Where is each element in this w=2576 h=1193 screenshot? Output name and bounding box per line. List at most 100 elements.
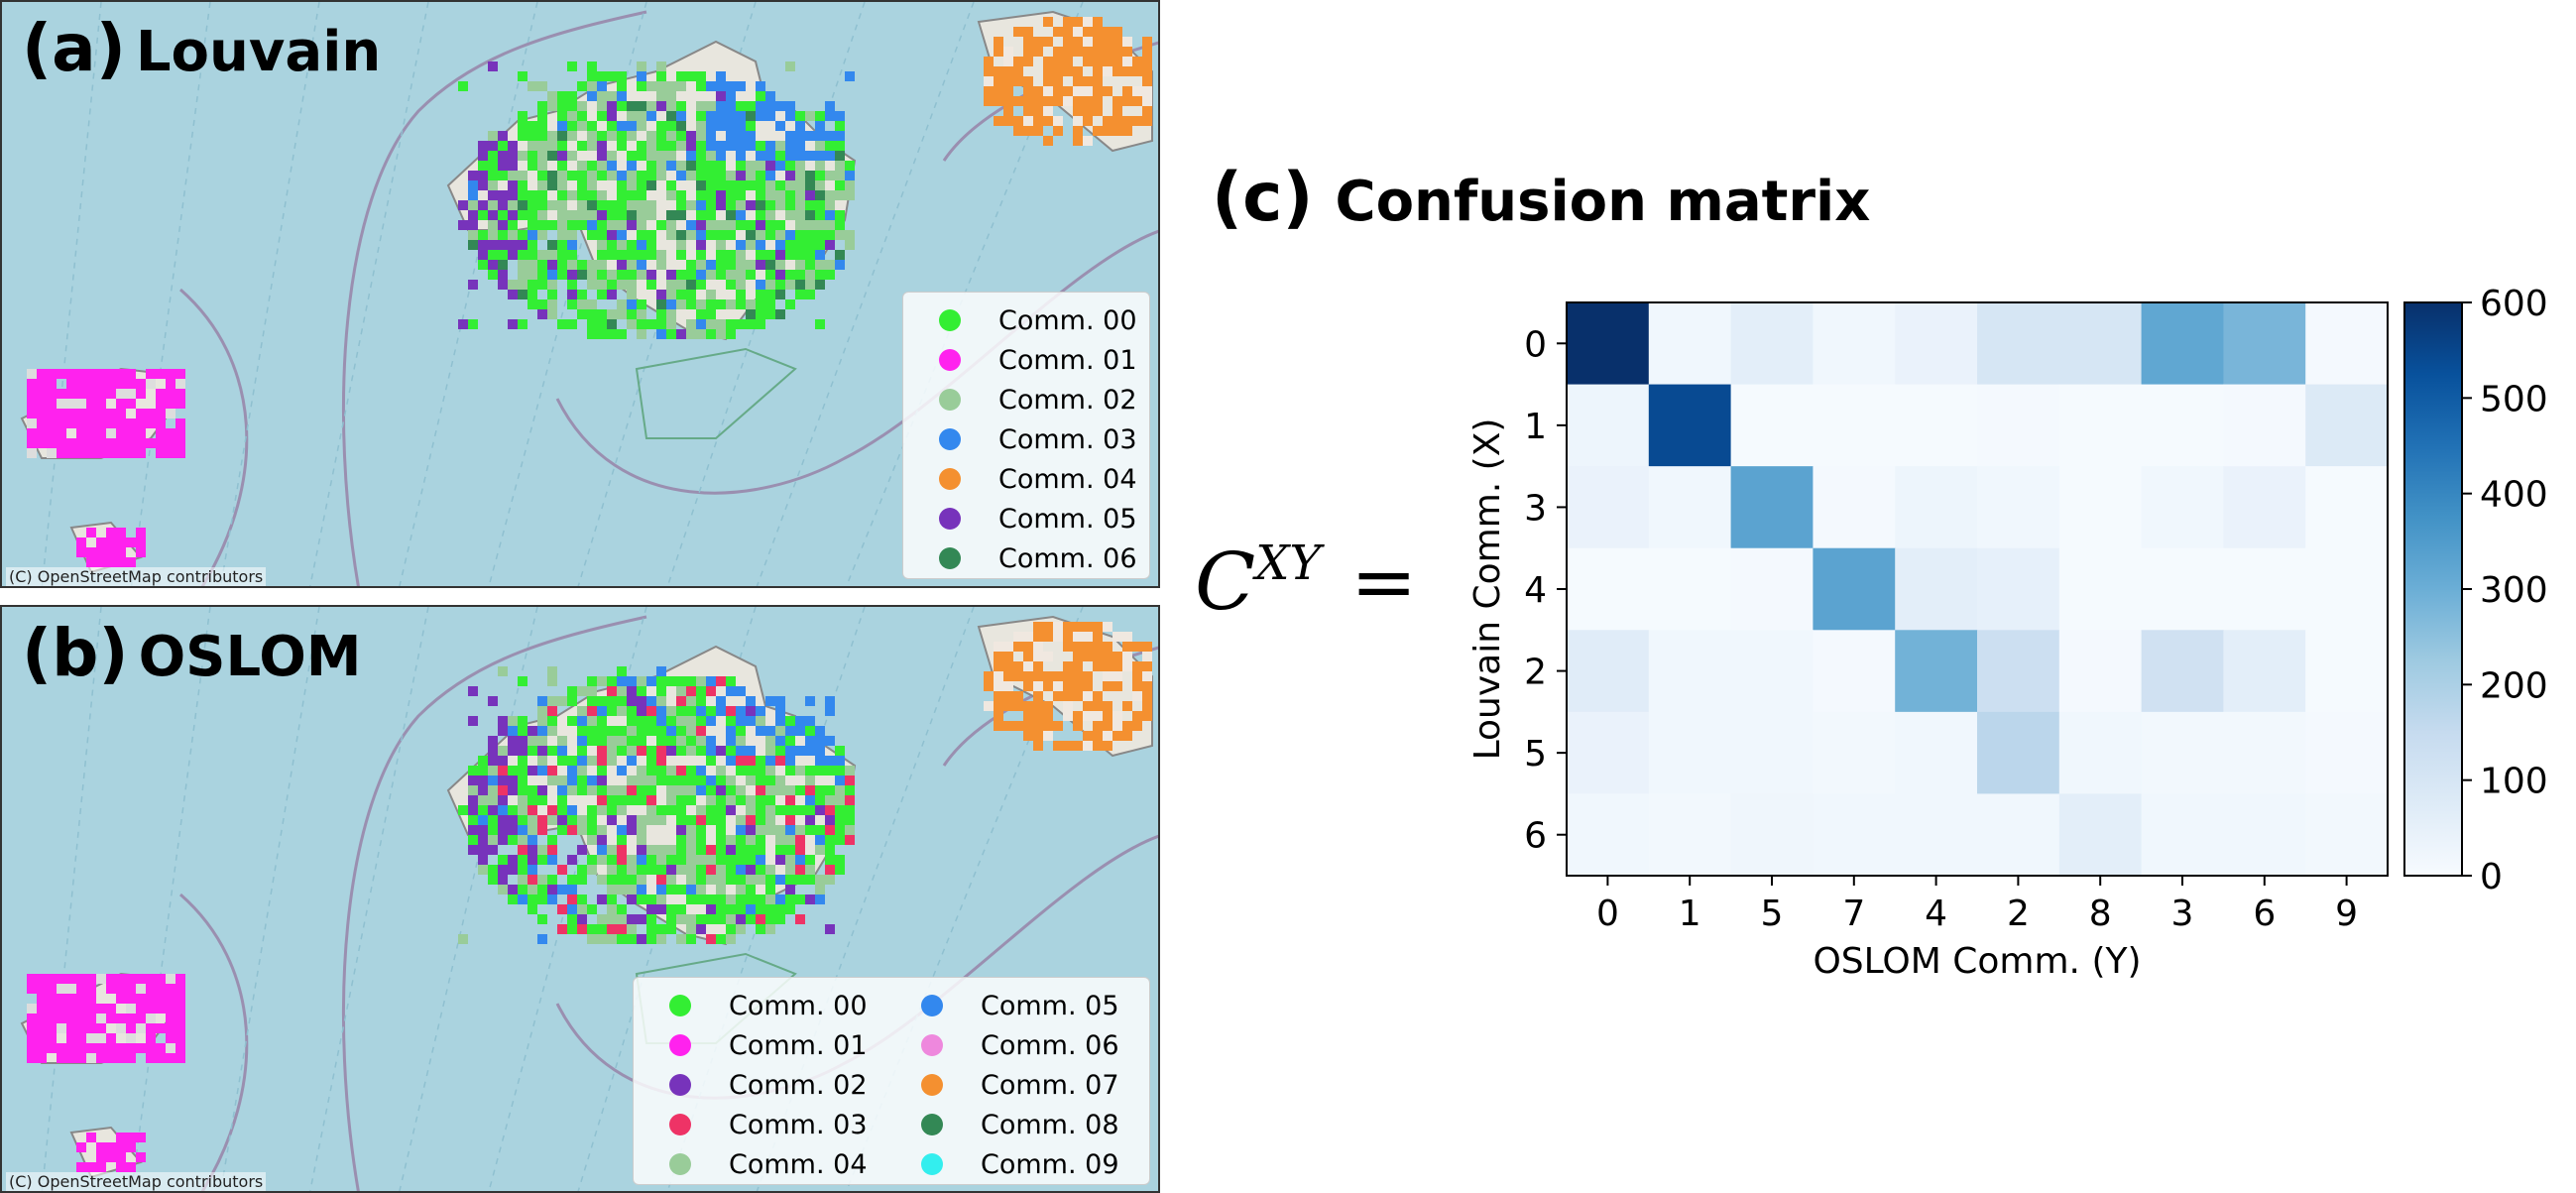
map-cell xyxy=(706,934,716,944)
map-cell xyxy=(656,934,666,944)
map-cell xyxy=(577,270,587,280)
map-cell xyxy=(587,676,597,686)
map-cell xyxy=(597,736,607,746)
map-cell xyxy=(815,885,825,895)
heatmap-cell xyxy=(1648,547,1732,631)
map-cell xyxy=(696,81,706,91)
map-cell xyxy=(1103,622,1112,632)
map-cell xyxy=(1103,741,1112,751)
map-cell xyxy=(37,1014,47,1023)
map-cell xyxy=(547,815,557,825)
map-cell xyxy=(617,904,627,914)
map-cell xyxy=(597,290,607,299)
map-cell xyxy=(656,151,666,161)
map-cell xyxy=(508,895,518,904)
map-cell xyxy=(1093,76,1103,86)
map-cell xyxy=(795,835,805,845)
map-cell xyxy=(518,260,527,270)
map-cell xyxy=(176,369,185,379)
heatmap-cell xyxy=(1648,384,1732,467)
map-cell xyxy=(835,210,845,220)
map-cell xyxy=(468,795,478,805)
map-cell xyxy=(607,111,617,121)
map-cell xyxy=(656,161,666,171)
map-cell xyxy=(617,260,627,270)
map-cell xyxy=(1003,76,1013,86)
map-cell xyxy=(736,746,746,756)
map-cell xyxy=(627,825,637,835)
map-cell xyxy=(518,71,527,81)
map-cell xyxy=(557,746,567,756)
legend-oslom: Comm. 00 Comm. 01 Comm. 02 Comm. 03 Comm. 04… xyxy=(633,977,1150,1185)
legend-item: Comm. 03 xyxy=(919,419,1137,459)
map-cell xyxy=(726,676,736,686)
map-cell xyxy=(116,409,126,418)
map-cell xyxy=(527,726,537,736)
map-cell xyxy=(706,190,716,200)
map-cell xyxy=(765,309,775,319)
map-cell xyxy=(498,875,508,885)
map-cell xyxy=(726,101,736,111)
map-cell xyxy=(815,200,825,210)
map-cell xyxy=(637,895,646,904)
map-cell xyxy=(1073,96,1083,106)
map-cell xyxy=(646,210,656,220)
map-cell xyxy=(716,180,726,190)
map-cell xyxy=(1003,96,1013,106)
map-cell xyxy=(696,746,706,756)
map-cell xyxy=(607,696,617,706)
map-cell xyxy=(696,180,706,190)
map-cell xyxy=(1003,57,1013,66)
map-cell xyxy=(785,190,795,200)
map-cell xyxy=(627,716,637,726)
map-cell xyxy=(518,785,527,795)
map-cell xyxy=(726,260,736,270)
map-cell xyxy=(686,895,696,904)
map-cell xyxy=(637,686,646,696)
map-cell xyxy=(166,1033,176,1043)
map-cell xyxy=(666,290,676,299)
map-cell xyxy=(577,736,587,746)
map-cell xyxy=(547,835,557,845)
map-cell xyxy=(696,220,706,230)
map-cell xyxy=(716,914,726,924)
map-cell xyxy=(567,280,577,290)
map-cell xyxy=(746,299,756,309)
map-cell xyxy=(785,161,795,171)
map-cell xyxy=(567,290,577,299)
map-cell xyxy=(527,904,537,914)
map-cell xyxy=(617,924,627,934)
map-cell xyxy=(696,855,706,865)
map-cell xyxy=(1083,76,1093,86)
map-cell xyxy=(567,220,577,230)
map-cell xyxy=(1112,66,1122,76)
map-cell xyxy=(716,220,726,230)
map-cell xyxy=(156,1023,166,1033)
map-cell xyxy=(86,438,96,448)
map-cell xyxy=(656,815,666,825)
map-cell xyxy=(666,746,676,756)
map-cell xyxy=(488,190,498,200)
map-cell xyxy=(1142,681,1152,691)
map-cell xyxy=(1043,681,1053,691)
map-cell xyxy=(518,180,527,190)
map-cell xyxy=(96,379,106,389)
heatmap-cell xyxy=(2058,384,2143,467)
map-cell xyxy=(765,766,775,775)
map-cell xyxy=(86,418,96,428)
map-cell xyxy=(1142,66,1152,76)
map-cell xyxy=(656,220,666,230)
map-cell xyxy=(76,1053,86,1063)
map-cell xyxy=(1003,116,1013,126)
map-cell xyxy=(716,746,726,756)
map-cell xyxy=(736,180,746,190)
map-cell xyxy=(825,270,835,280)
map-cell xyxy=(76,984,86,994)
map-cell xyxy=(1013,27,1023,37)
map-cell xyxy=(557,161,567,171)
map-cell xyxy=(468,815,478,825)
map-cell xyxy=(1112,661,1122,671)
map-cell xyxy=(765,161,775,171)
map-cell xyxy=(57,369,66,379)
map-cell xyxy=(76,1014,86,1023)
